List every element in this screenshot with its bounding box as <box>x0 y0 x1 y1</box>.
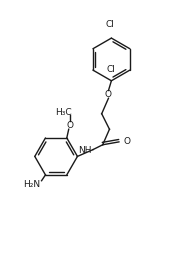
Text: H₃C: H₃C <box>56 108 72 117</box>
Text: O: O <box>123 138 130 146</box>
Text: O: O <box>105 90 112 99</box>
Text: NH: NH <box>78 146 92 155</box>
Text: H₂N: H₂N <box>23 180 40 189</box>
Text: Cl: Cl <box>107 65 115 74</box>
Text: Cl: Cl <box>105 20 114 29</box>
Text: O: O <box>66 121 73 130</box>
